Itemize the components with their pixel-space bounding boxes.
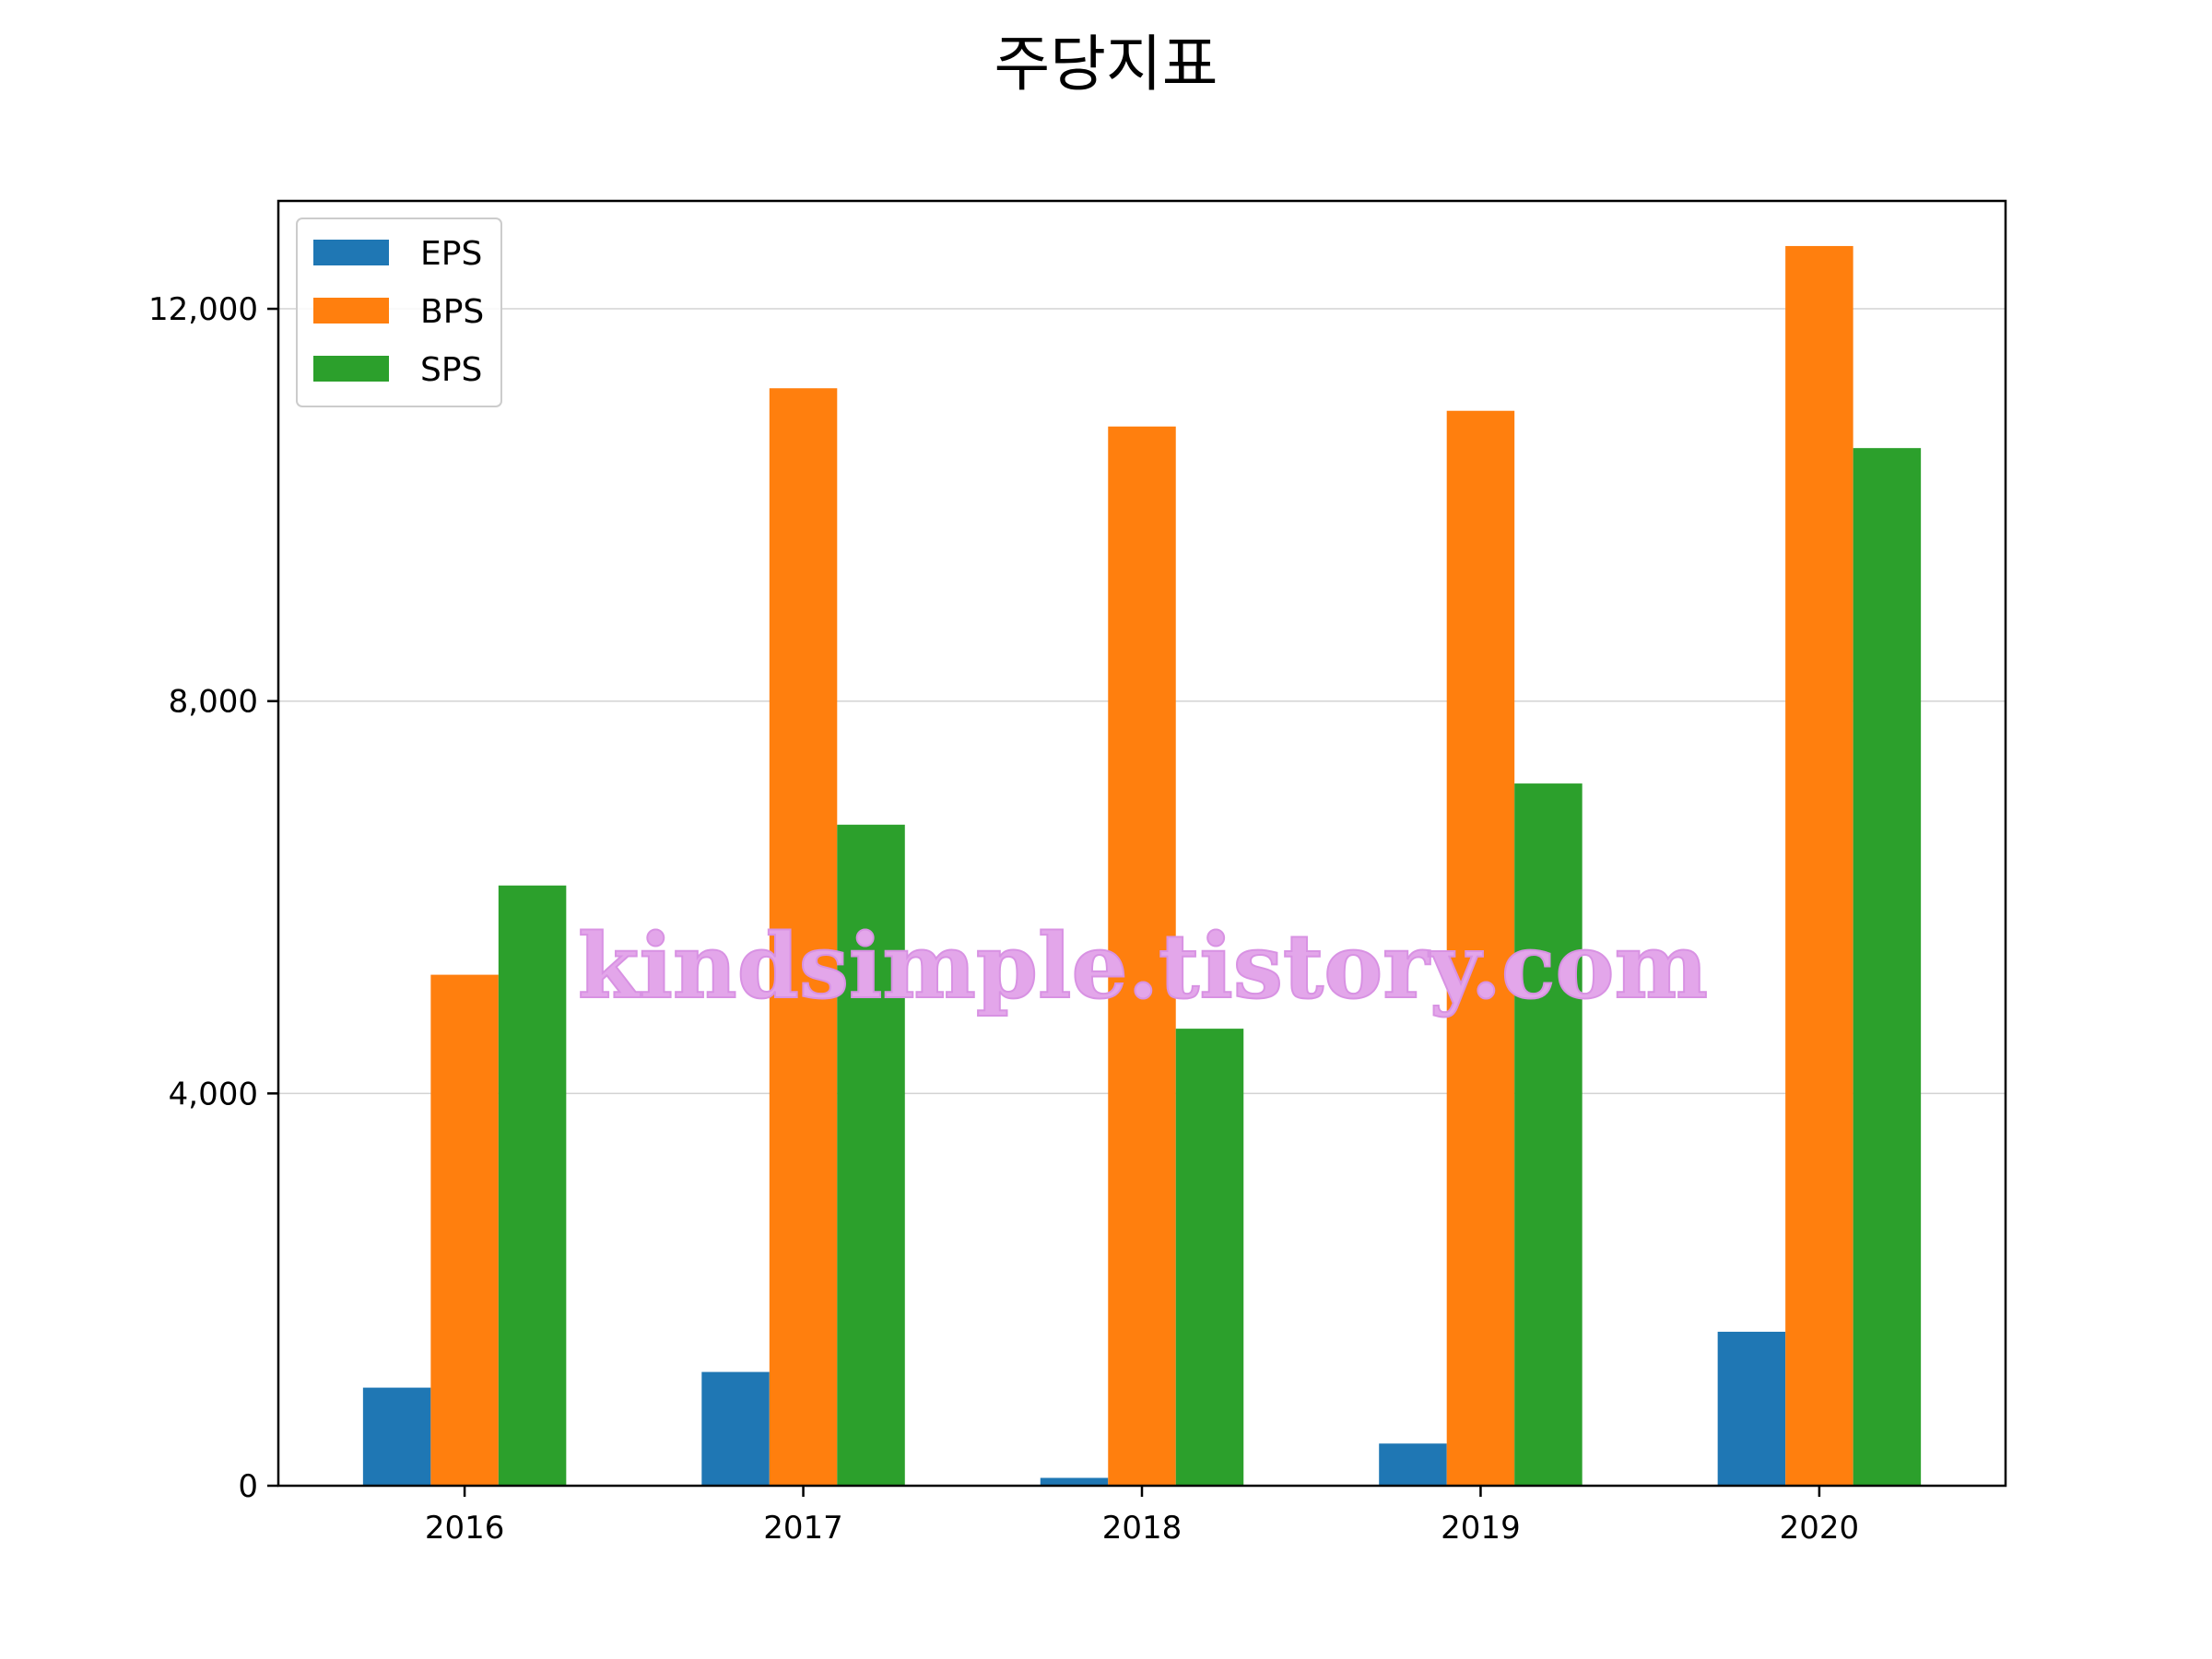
watermark-text: kindsimple.tistory.com [578, 914, 1708, 1018]
legend-label-eps: EPS [420, 235, 482, 273]
legend-label-bps: BPS [420, 293, 484, 331]
bar-bps-2016 [430, 974, 499, 1486]
y-tick-label: 0 [238, 1468, 258, 1505]
y-tick-label: 8,000 [169, 684, 258, 721]
bar-eps-2018 [1040, 1477, 1109, 1486]
x-tick-label: 2016 [425, 1510, 505, 1547]
bar-sps-2018 [1175, 1029, 1244, 1486]
bar-bps-2019 [1446, 410, 1515, 1486]
y-tick-label: 4,000 [169, 1076, 258, 1112]
x-tick-label: 2018 [1102, 1510, 1182, 1547]
bar-bps-2020 [1785, 245, 1853, 1487]
bar-sps-2019 [1514, 783, 1583, 1486]
legend-label-sps: SPS [420, 351, 482, 389]
bar-bps-2018 [1108, 426, 1176, 1487]
bar-sps-2017 [837, 824, 905, 1486]
x-tick-label: 2020 [1780, 1510, 1860, 1547]
legend-swatch-sps [313, 356, 389, 382]
bar-bps-2017 [769, 388, 838, 1486]
y-tick-label: 12,000 [148, 291, 258, 328]
bar-sps-2016 [498, 885, 567, 1486]
legend: EPS BPS SPS [296, 218, 502, 407]
bar-eps-2020 [1717, 1331, 1786, 1486]
bar-eps-2019 [1379, 1443, 1447, 1486]
bar-eps-2016 [362, 1387, 431, 1486]
legend-items: EPS BPS SPS [313, 235, 484, 389]
legend-swatch-bps [313, 298, 389, 324]
legend-swatch-eps [313, 240, 389, 265]
chart-title: 주당지표 [994, 29, 1218, 100]
x-tick-label: 2017 [763, 1510, 843, 1547]
x-tick-label: 2019 [1441, 1510, 1521, 1547]
x-axis: 2016 2017 2018 2019 2020 [425, 1486, 1859, 1547]
bars [362, 245, 1922, 1487]
y-axis: 0 4,000 8,000 12,000 [148, 291, 278, 1505]
bar-eps-2017 [701, 1371, 770, 1486]
bar-sps-2020 [1853, 448, 1922, 1486]
